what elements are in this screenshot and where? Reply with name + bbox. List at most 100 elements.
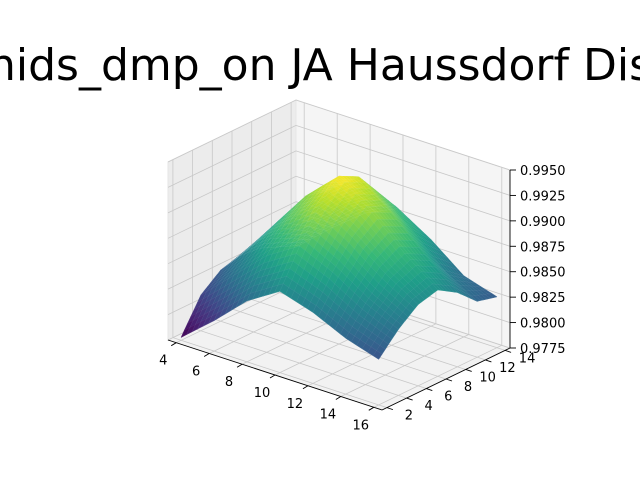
mesh-line bbox=[233, 185, 432, 295]
x-tick-label: 12 bbox=[287, 397, 304, 412]
mesh-line bbox=[181, 245, 300, 338]
y-tick-label: 4 bbox=[424, 399, 432, 414]
mesh-line bbox=[299, 208, 497, 297]
mesh-line bbox=[279, 192, 478, 302]
z-tick-label: 0.9900 bbox=[520, 215, 566, 230]
mesh-line bbox=[256, 176, 455, 293]
mesh-line bbox=[197, 233, 316, 329]
grid-line-z bbox=[167, 124, 511, 196]
mesh-line bbox=[296, 194, 415, 302]
y-tick-label: 2 bbox=[405, 409, 413, 424]
mesh-line bbox=[285, 181, 404, 295]
mesh-line bbox=[356, 265, 475, 346]
mesh-line bbox=[266, 181, 465, 296]
y-tick bbox=[386, 407, 394, 411]
mesh-line bbox=[272, 187, 471, 299]
z-tick-label: 0.9825 bbox=[520, 291, 566, 306]
mesh-line bbox=[292, 203, 491, 299]
mesh-line bbox=[276, 189, 475, 300]
mesh-line bbox=[301, 200, 421, 306]
grid-line-z bbox=[167, 99, 511, 171]
y-tick-label: 8 bbox=[464, 380, 472, 395]
mesh-line bbox=[200, 245, 399, 330]
mesh-line bbox=[202, 228, 322, 327]
z-tick-label: 0.9950 bbox=[520, 164, 566, 179]
x-tick-label: 4 bbox=[159, 354, 167, 369]
mesh-line bbox=[187, 275, 386, 350]
mesh-line bbox=[191, 238, 311, 332]
mesh-line bbox=[219, 213, 338, 318]
mesh-line bbox=[220, 205, 419, 305]
mesh-line bbox=[243, 176, 442, 291]
mesh-line bbox=[268, 181, 388, 295]
mesh-line bbox=[279, 175, 399, 292]
mesh-line bbox=[259, 176, 458, 293]
mesh-line bbox=[241, 195, 360, 305]
mesh-line bbox=[323, 225, 443, 321]
mesh-line bbox=[290, 187, 410, 299]
tick-labels: 4681012141624681012140.97750.98000.98250… bbox=[159, 164, 565, 433]
grid-line-z bbox=[167, 175, 511, 247]
mesh-line bbox=[253, 176, 452, 292]
mesh-line bbox=[184, 283, 383, 355]
mesh-line bbox=[213, 218, 333, 321]
z-tick-label: 0.9775 bbox=[520, 342, 566, 357]
mesh-line bbox=[295, 205, 494, 298]
mesh-line bbox=[286, 197, 484, 300]
mesh-line bbox=[340, 246, 459, 334]
mesh-line bbox=[186, 242, 305, 335]
grid-line-z bbox=[167, 150, 511, 222]
mesh-line bbox=[235, 200, 355, 308]
mesh-line bbox=[197, 253, 396, 335]
x-tick-label: 10 bbox=[254, 386, 271, 401]
y-tick bbox=[406, 397, 413, 401]
x-tick bbox=[335, 396, 342, 400]
tick-marks bbox=[170, 169, 516, 411]
mesh-line bbox=[269, 184, 468, 298]
y-tick-label: 12 bbox=[499, 361, 516, 376]
x-tick-label: 16 bbox=[352, 418, 369, 433]
mesh-line bbox=[318, 218, 437, 317]
mesh-line bbox=[203, 239, 402, 326]
x-tick bbox=[269, 374, 276, 379]
x-tick-label: 14 bbox=[320, 408, 337, 423]
x-tick bbox=[302, 385, 309, 390]
mesh-line bbox=[240, 175, 438, 291]
mesh-line bbox=[213, 219, 412, 313]
mesh-line bbox=[373, 283, 492, 356]
x-tick bbox=[203, 353, 210, 357]
z-tick-label: 0.9850 bbox=[520, 266, 566, 281]
mesh-line bbox=[230, 204, 349, 311]
y-tick bbox=[465, 369, 472, 372]
y-tick bbox=[504, 349, 512, 353]
y-tick-label: 6 bbox=[444, 390, 452, 405]
mesh-line bbox=[263, 183, 382, 297]
mesh-line bbox=[236, 180, 435, 293]
mesh-line bbox=[210, 225, 409, 318]
y-tick-label: 14 bbox=[519, 351, 536, 366]
x-tick bbox=[236, 363, 243, 368]
x-tick-label: 6 bbox=[192, 364, 200, 379]
mesh-line bbox=[230, 190, 429, 298]
mesh-line bbox=[282, 195, 481, 301]
mesh-line bbox=[274, 178, 393, 293]
surface-patch bbox=[372, 350, 383, 360]
mesh-line bbox=[263, 179, 461, 295]
mesh-line bbox=[194, 260, 392, 340]
mesh-line bbox=[345, 253, 464, 339]
y-tick bbox=[445, 378, 453, 382]
mesh-line bbox=[362, 271, 481, 349]
x-tick bbox=[368, 406, 375, 411]
chart-title: nids_dmp_on JA Haussdorf Dis bbox=[0, 40, 640, 91]
mesh-line bbox=[312, 212, 432, 313]
mesh-line bbox=[367, 277, 486, 353]
surface-mesh bbox=[181, 175, 497, 360]
mesh-line bbox=[257, 186, 377, 298]
z-tick-label: 0.9875 bbox=[520, 240, 566, 255]
mesh-line bbox=[249, 176, 448, 292]
mesh-line bbox=[378, 289, 497, 360]
mesh-line bbox=[351, 259, 470, 342]
mesh-line bbox=[289, 200, 488, 300]
mesh-line bbox=[307, 206, 426, 309]
mesh-line bbox=[181, 290, 379, 360]
